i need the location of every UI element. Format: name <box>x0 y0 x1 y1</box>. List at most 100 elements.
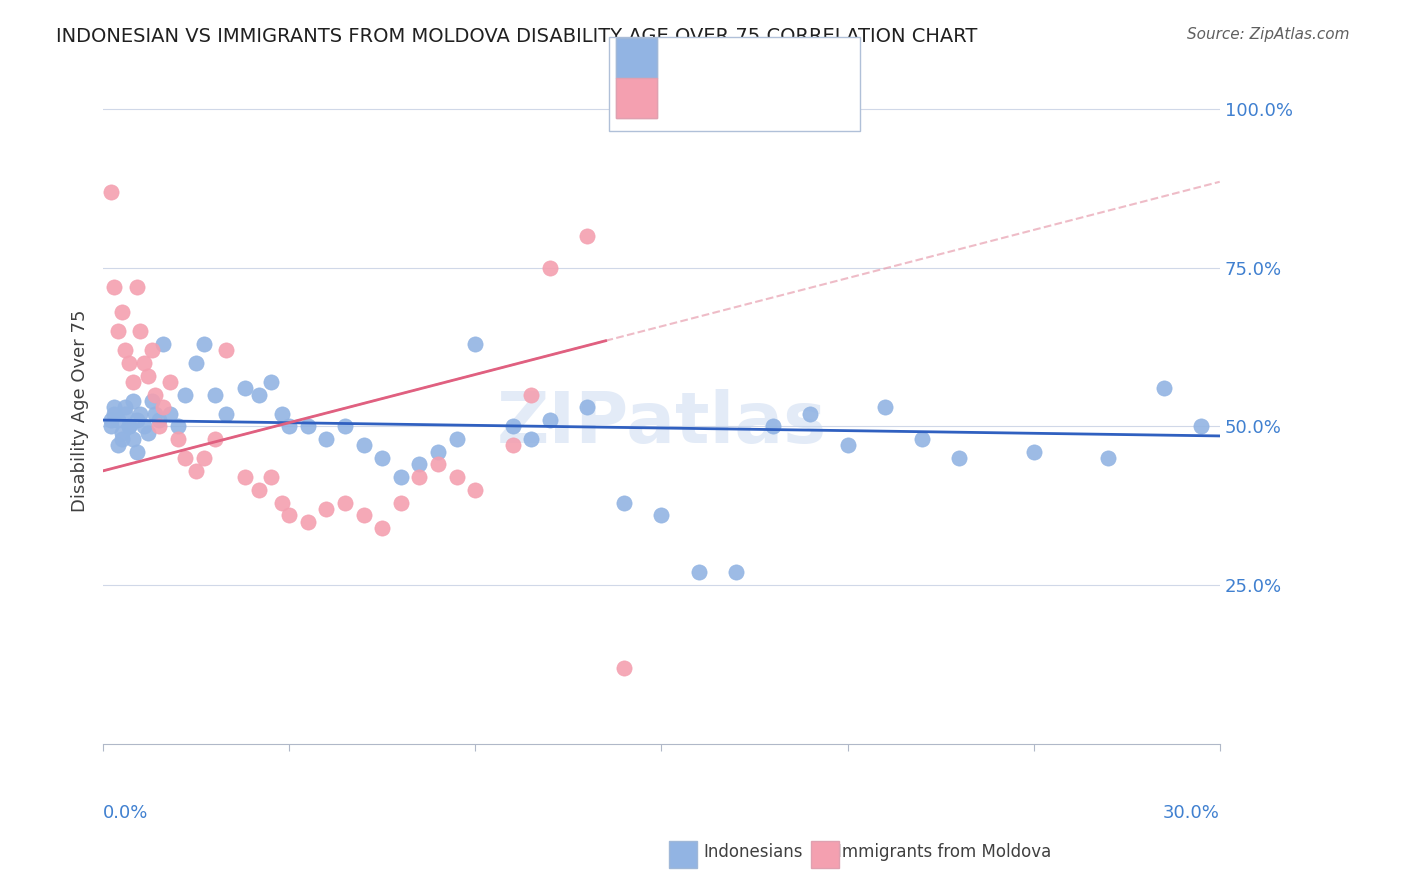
Point <box>132 356 155 370</box>
Point <box>159 407 181 421</box>
Point <box>873 401 896 415</box>
Point <box>166 419 188 434</box>
Point <box>353 438 375 452</box>
Point <box>107 438 129 452</box>
Point <box>389 495 412 509</box>
Point <box>762 419 785 434</box>
Point <box>103 280 125 294</box>
Point <box>107 324 129 338</box>
Point <box>114 343 136 358</box>
Y-axis label: Disability Age Over 75: Disability Age Over 75 <box>72 310 89 512</box>
Point <box>233 381 256 395</box>
Point <box>125 444 148 458</box>
Text: Source: ZipAtlas.com: Source: ZipAtlas.com <box>1187 27 1350 42</box>
Point <box>371 451 394 466</box>
Point <box>446 432 468 446</box>
Point <box>111 305 134 319</box>
Point <box>427 458 450 472</box>
Point <box>166 432 188 446</box>
Point <box>141 343 163 358</box>
Point <box>143 387 166 401</box>
Point <box>100 185 122 199</box>
Text: ZIPatlas: ZIPatlas <box>496 390 827 458</box>
Point <box>122 375 145 389</box>
Text: 30.0%: 30.0% <box>1163 804 1220 822</box>
Point <box>118 419 141 434</box>
Point <box>1153 381 1175 395</box>
Point <box>408 470 430 484</box>
Point <box>333 495 356 509</box>
Point <box>111 432 134 446</box>
Text: Indonesians: Indonesians <box>703 843 803 861</box>
Point <box>125 413 148 427</box>
Point <box>1189 419 1212 434</box>
Point <box>688 566 710 580</box>
Point <box>136 368 159 383</box>
Point <box>502 419 524 434</box>
Point <box>186 464 208 478</box>
Point <box>152 401 174 415</box>
Point <box>136 425 159 440</box>
Point <box>520 432 543 446</box>
Point <box>100 419 122 434</box>
Point <box>538 260 561 275</box>
Point <box>103 401 125 415</box>
Point <box>315 502 337 516</box>
Point <box>297 515 319 529</box>
Point <box>575 401 598 415</box>
Point <box>948 451 970 466</box>
Point <box>148 419 170 434</box>
Point <box>389 470 412 484</box>
Point <box>114 407 136 421</box>
Point <box>520 387 543 401</box>
Point <box>249 483 271 497</box>
Point <box>114 401 136 415</box>
Point <box>270 495 292 509</box>
Point <box>837 438 859 452</box>
Point <box>204 432 226 446</box>
Point <box>464 483 486 497</box>
Point <box>408 458 430 472</box>
Point <box>233 470 256 484</box>
Point <box>111 425 134 440</box>
Point <box>159 375 181 389</box>
Point <box>427 444 450 458</box>
Point <box>193 451 215 466</box>
Point <box>297 419 319 434</box>
Text: R =   0.222: R = 0.222 <box>664 91 783 109</box>
Point <box>118 356 141 370</box>
Point <box>724 566 747 580</box>
Point <box>125 280 148 294</box>
Point <box>174 451 197 466</box>
Point <box>143 407 166 421</box>
Point <box>502 438 524 452</box>
Point <box>446 470 468 484</box>
Point <box>575 229 598 244</box>
Point <box>152 337 174 351</box>
Point <box>122 432 145 446</box>
Point <box>259 375 281 389</box>
Point <box>174 387 197 401</box>
Point <box>1097 451 1119 466</box>
Point <box>100 413 122 427</box>
Point <box>129 324 152 338</box>
Point <box>107 413 129 427</box>
Point <box>315 432 337 446</box>
Point <box>650 508 672 523</box>
Point <box>353 508 375 523</box>
Text: INDONESIAN VS IMMIGRANTS FROM MOLDOVA DISABILITY AGE OVER 75 CORRELATION CHART: INDONESIAN VS IMMIGRANTS FROM MOLDOVA DI… <box>56 27 977 45</box>
Point <box>118 419 141 434</box>
Point <box>278 508 301 523</box>
Point <box>215 407 238 421</box>
Point <box>278 419 301 434</box>
Point <box>103 407 125 421</box>
Text: Immigrants from Moldova: Immigrants from Moldova <box>837 843 1050 861</box>
Point <box>799 407 821 421</box>
Point <box>333 419 356 434</box>
Point <box>215 343 238 358</box>
Point <box>129 407 152 421</box>
Point <box>204 387 226 401</box>
Text: R =  -0.060: R = -0.060 <box>664 52 783 70</box>
Point <box>259 470 281 484</box>
Text: N = 42: N = 42 <box>780 91 845 109</box>
